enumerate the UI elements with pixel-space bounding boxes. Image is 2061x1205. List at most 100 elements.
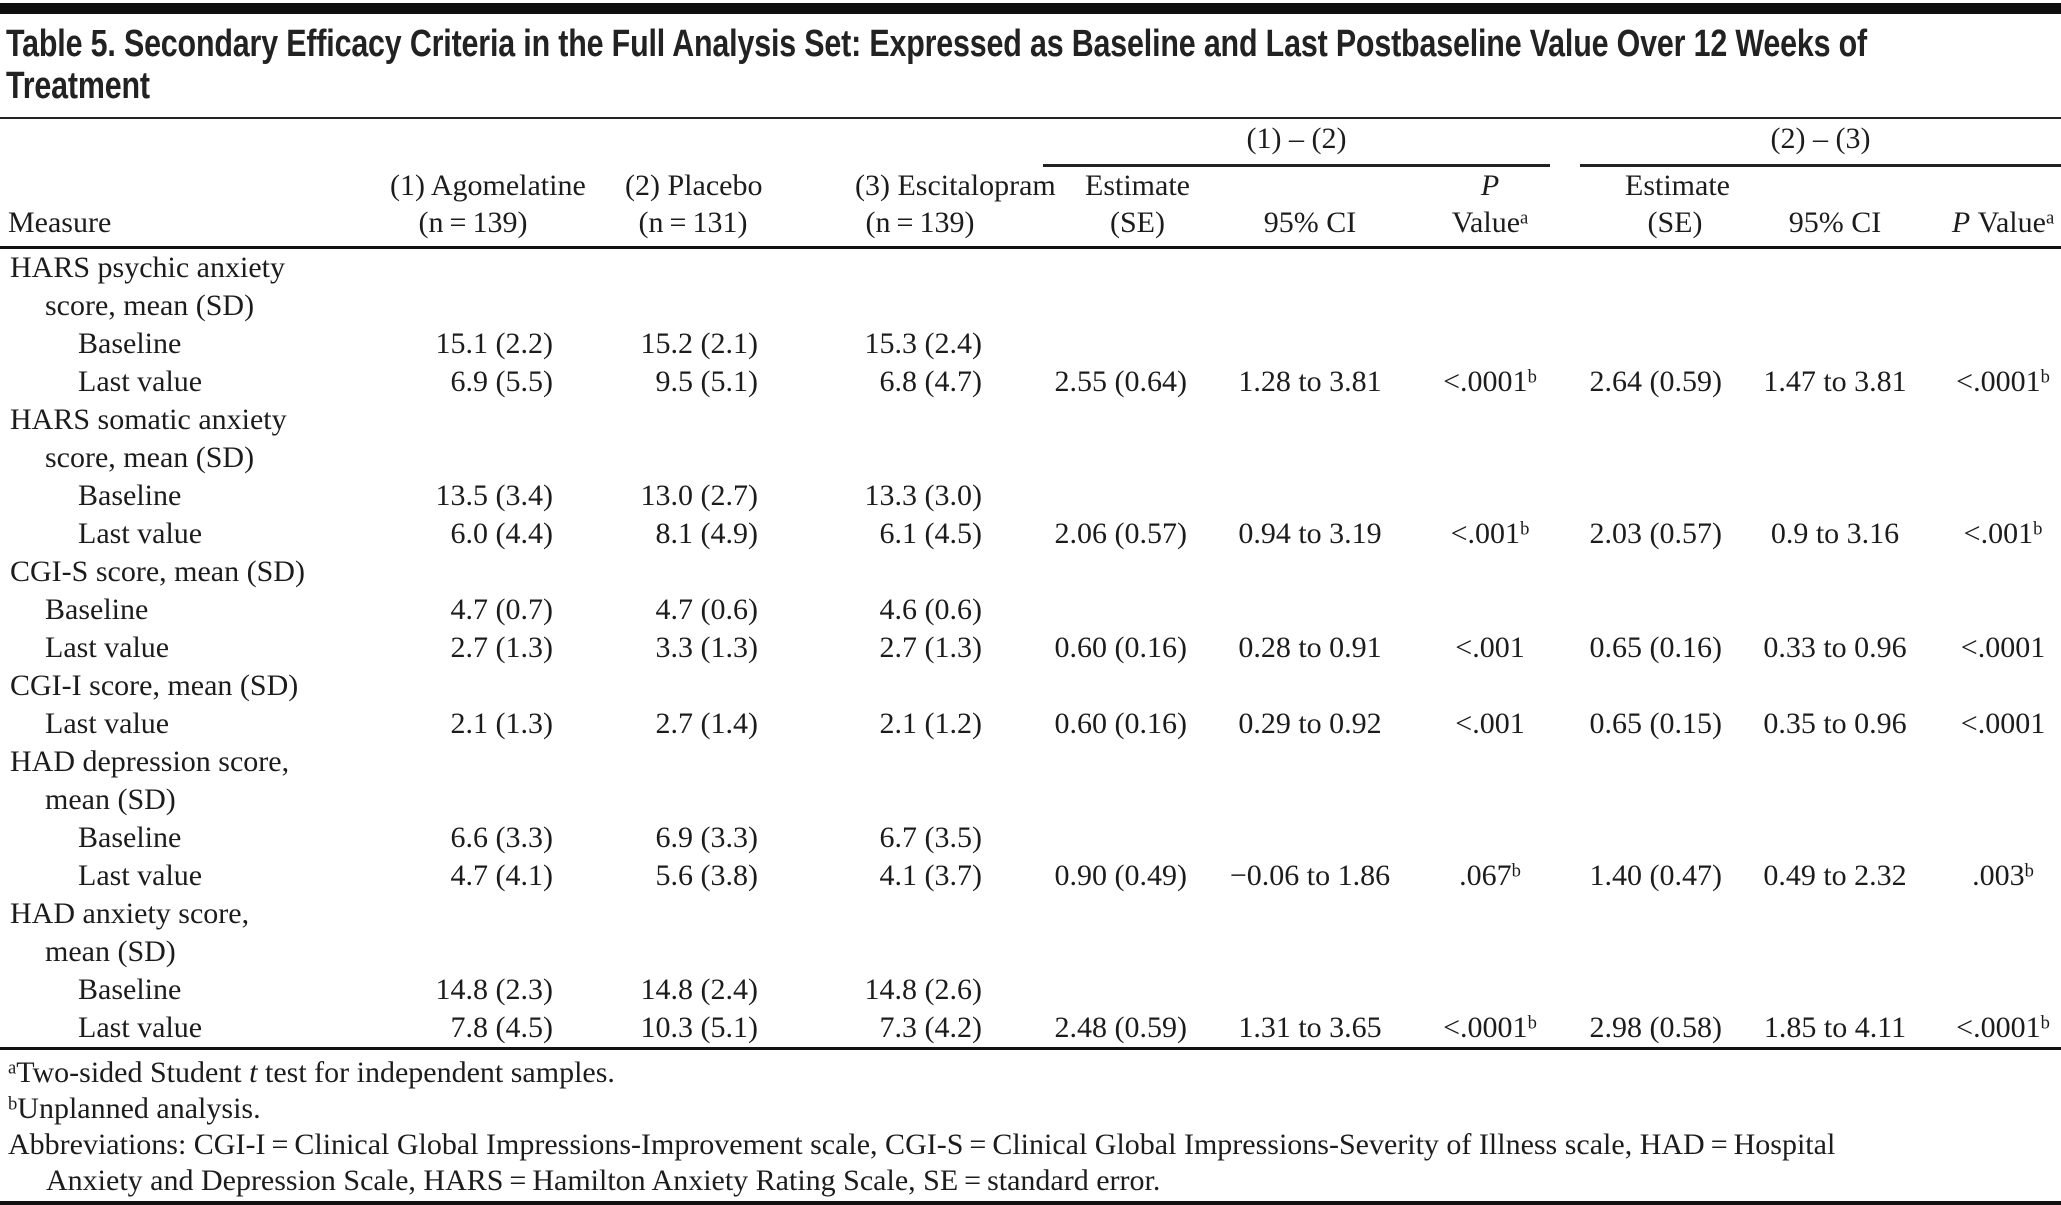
footnotes: aTwo-sided Student t test for independen… [0, 1047, 2061, 1205]
value-cell [1945, 971, 2061, 1009]
value-cell [1430, 591, 1550, 629]
value-cell [1430, 287, 1550, 325]
value-cell: <.0001 [1960, 631, 2046, 664]
value-cell [1945, 477, 2061, 515]
measure-label: mean (SD) [45, 935, 176, 968]
table-row: Baseline 13.5 (3.4) 13.0 (2.7) 13.3 (3.0) [0, 477, 2061, 515]
value-cell [1945, 401, 2061, 439]
value-cell: 6.9 (3.3) [655, 821, 758, 854]
value-cell: 15.3 (2.4) [864, 327, 982, 360]
value-cell [761, 933, 985, 971]
value-cell [761, 553, 985, 591]
value-cell [358, 933, 556, 971]
value-cell [761, 401, 985, 439]
spanner-2-3: (2) – (3) [1580, 119, 2061, 167]
value-cell: <.0001b [1443, 1011, 1537, 1044]
table-title: Table 5. Secondary Efficacy Criteria in … [6, 23, 2061, 107]
value-cell: 3.3 (1.3) [655, 631, 758, 664]
value-cell [1725, 325, 1945, 363]
value-cell: 4.7 (4.1) [450, 859, 553, 892]
value-cell [556, 781, 761, 819]
value-cell [556, 401, 761, 439]
footnote-b: bUnplanned analysis. [8, 1092, 261, 1125]
value-cell: 0.60 (0.16) [1054, 631, 1187, 664]
table-row: Last value 6.0 (4.4) 8.1 (4.9) 6.1 (4.5) 2.0… [0, 515, 2061, 553]
value-cell [1725, 895, 1945, 933]
value-cell [556, 248, 761, 288]
table-row: mean (SD) [0, 933, 2061, 971]
title-line-1: Table 5. Secondary Efficacy Criteria in … [6, 23, 1867, 65]
value-cell: <.001b [1450, 517, 1530, 550]
value-cell [556, 553, 761, 591]
value-cell: 15.1 (2.2) [435, 327, 553, 360]
value-cell: 4.1 (3.7) [879, 859, 982, 892]
measure-label: CGI-S score, mean (SD) [10, 555, 305, 588]
value-cell: 2.55 (0.64) [1054, 365, 1187, 398]
value-cell [1430, 667, 1550, 705]
value-cell [1945, 287, 2061, 325]
measure-label: score, mean (SD) [45, 441, 255, 474]
measure-label: Baseline [78, 479, 182, 512]
value-cell [985, 401, 1190, 439]
value-cell [1725, 401, 1945, 439]
value-cell: 6.0 (4.4) [450, 517, 553, 550]
value-cell: 8.1 (4.9) [655, 517, 758, 550]
value-cell: 13.5 (3.4) [435, 479, 553, 512]
value-cell [1430, 477, 1550, 515]
value-cell: 0.65 (0.15) [1589, 707, 1722, 740]
value-cell [1945, 933, 2061, 971]
measure-label: mean (SD) [45, 783, 176, 816]
value-cell [985, 819, 1190, 857]
measure-column-header: Measure [0, 167, 358, 249]
title-line-2: Treatment [6, 65, 150, 107]
value-cell [1725, 477, 1945, 515]
value-cell: 14.8 (2.4) [640, 973, 758, 1006]
value-cell: 1.31 to 3.65 [1238, 1011, 1382, 1044]
value-cell: 2.7 (1.3) [879, 631, 982, 664]
value-cell: .067b [1459, 859, 1521, 892]
ci-column-header-1: 95% CI [1190, 167, 1430, 249]
value-cell [1725, 781, 1945, 819]
abbreviations-line-2: Anxiety and Depression Scale, HARS = Ham… [46, 1164, 1161, 1197]
value-cell [1550, 477, 1725, 515]
value-cell [1725, 553, 1945, 591]
footnote-marker-b: b [8, 1093, 18, 1115]
agomelatine-column-header: (1) Agomelatine (n = 139) [358, 167, 586, 249]
abbreviations-line-1: Abbreviations: CGI-I = Clinical Global I… [8, 1128, 1836, 1161]
measure-label: Last value [78, 517, 203, 550]
value-cell [1725, 971, 1945, 1009]
value-cell [556, 667, 761, 705]
value-cell [1190, 667, 1430, 705]
value-cell: 2.1 (1.2) [879, 707, 982, 740]
value-cell [358, 439, 556, 477]
table-row: Baseline 6.6 (3.3) 6.9 (3.3) 6.7 (3.5) [0, 819, 2061, 857]
measure-label: HAD depression score, [10, 745, 290, 778]
value-cell [985, 971, 1190, 1009]
value-cell: 4.7 (0.7) [450, 593, 553, 626]
value-cell [1550, 743, 1725, 781]
value-cell [985, 895, 1190, 933]
value-cell [358, 287, 556, 325]
value-cell [985, 248, 1190, 288]
value-cell [1725, 933, 1945, 971]
value-cell: 2.98 (0.58) [1589, 1011, 1722, 1044]
value-cell [761, 743, 985, 781]
value-cell: 7.3 (4.2) [879, 1011, 982, 1044]
table-row: Last value 2.1 (1.3) 2.7 (1.4) 2.1 (1.2) 0.6… [0, 705, 2061, 743]
table-row: score, mean (SD) [0, 439, 2061, 477]
table-row: mean (SD) [0, 781, 2061, 819]
value-cell [985, 781, 1190, 819]
value-cell [1550, 667, 1725, 705]
measure-label: score, mean (SD) [45, 289, 255, 322]
spanner-label: (1) – (2) [1246, 122, 1347, 155]
footnote-marker-b: b [2033, 518, 2043, 540]
value-cell [1190, 743, 1430, 781]
value-cell [1945, 439, 2061, 477]
value-cell [556, 287, 761, 325]
spanner-cell-1-2: (1) – (2) [985, 117, 1550, 167]
value-cell [358, 667, 556, 705]
value-cell: 0.9 to 3.16 [1770, 517, 1900, 550]
footnote-marker-a: a [2045, 207, 2055, 229]
value-cell: 9.5 (5.1) [655, 365, 758, 398]
measure-label: Last value [78, 859, 203, 892]
